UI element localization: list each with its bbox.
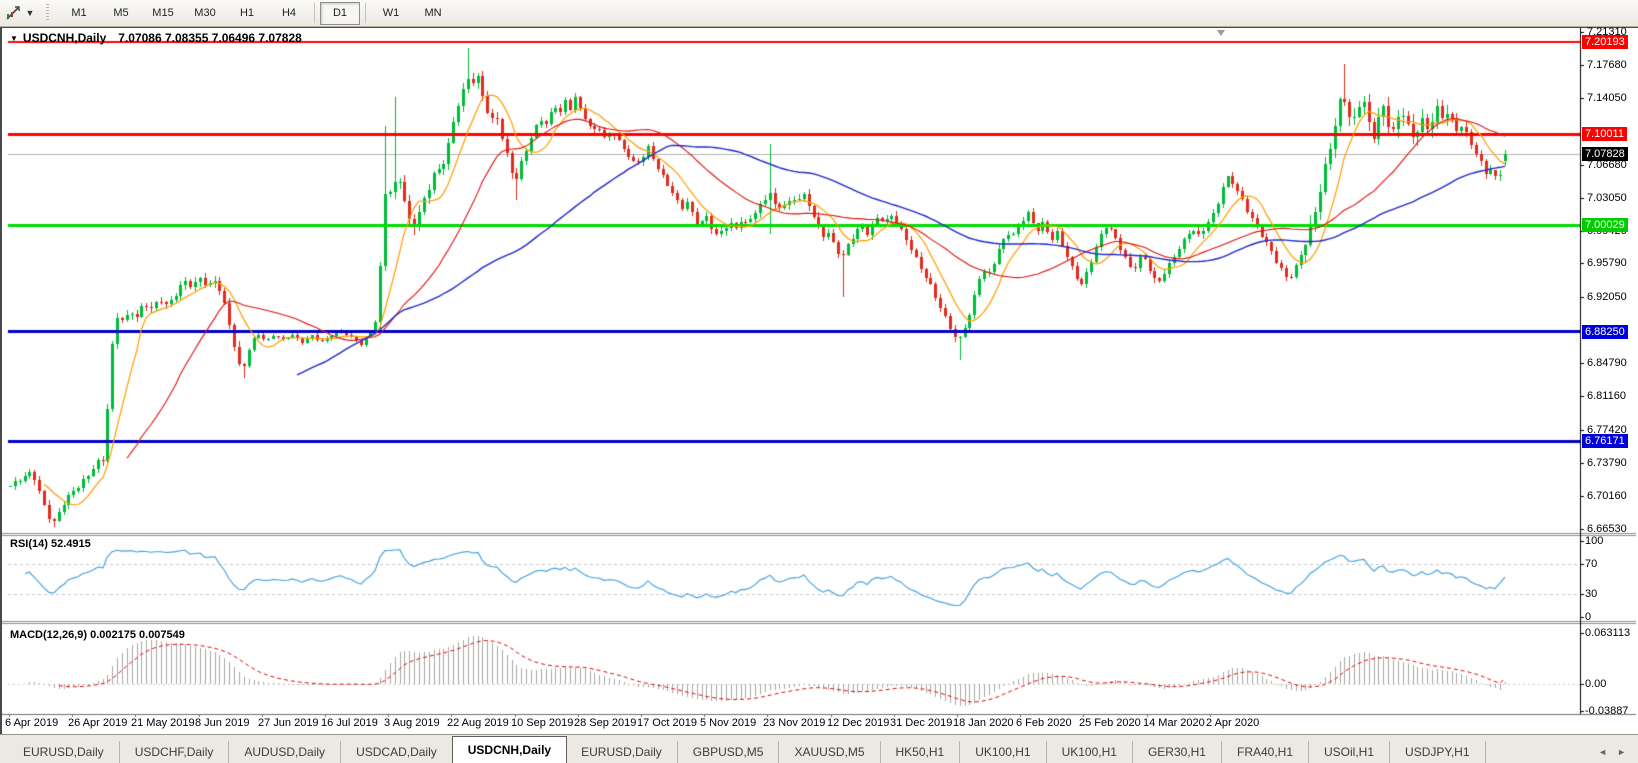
price-level-badge: 6.88250	[1582, 324, 1628, 339]
date-axis-label: 26 Apr 2019	[68, 717, 128, 729]
date-axis-label: 5 Nov 2019	[700, 717, 757, 729]
toolbar-separator	[314, 3, 315, 23]
date-axis-label: 31 Dec 2019	[890, 717, 953, 729]
price-axis-tick: 7.21310	[1587, 26, 1627, 38]
price-axis-tick: 6.92050	[1587, 291, 1627, 304]
price-level-badge: 7.10011	[1582, 127, 1627, 142]
timeframe-button-h4[interactable]: H4	[281, 7, 297, 19]
macd-axis-tick: -0.03887	[1585, 705, 1629, 717]
date-axis-label: 12 Dec 2019	[827, 717, 890, 729]
chart-title: ▼ USDCNH,Daily 7.07086 7.08355 7.06496 7.0…	[10, 31, 302, 45]
date-axis-label: 16 Jul 2019	[321, 717, 378, 729]
chart-tab-hk50-h1[interactable]: HK50,H1	[881, 741, 961, 763]
rsi-axis-tick: 70	[1585, 557, 1598, 570]
price-axis-tick: 7.06680	[1587, 158, 1627, 171]
chart-tab-usdchf-daily[interactable]: USDCHF,Daily	[120, 741, 230, 763]
price-axis-tick: 6.66530	[1587, 522, 1627, 535]
chart-symbol-label: USDCNH,Daily	[22, 31, 107, 45]
macd-axis-tick: 0.063113	[1585, 626, 1631, 639]
toolbar-grip-handle[interactable]	[46, 4, 49, 22]
date-axis-label: 17 Oct 2019	[637, 717, 697, 729]
macd-axis-tick: 0.00	[1585, 678, 1607, 690]
chart-tab-usdcnh-daily[interactable]: USDCNH,Daily	[451, 736, 568, 763]
date-axis-label: 25 Feb 2020	[1079, 717, 1141, 729]
date-axis-label: 18 Jan 2020	[953, 717, 1014, 729]
price-level-badge: 6.76171	[1582, 434, 1628, 449]
price-axis-tick: 6.84790	[1587, 357, 1627, 370]
timeframe-button-d1[interactable]: D1	[320, 1, 360, 25]
date-axis-label: 8 Jun 2019	[195, 717, 250, 729]
toolbar-separator	[365, 3, 366, 23]
chart-tab-uk100-h1[interactable]: UK100,H1	[960, 741, 1047, 763]
chart-tab-fra40-h1[interactable]: FRA40,H1	[1222, 741, 1310, 763]
chart-tab-uk100-h1[interactable]: UK100,H1	[1047, 741, 1133, 763]
date-axis-label: 23 Nov 2019	[763, 717, 826, 729]
tab-navigation: ◄ ►	[1598, 747, 1638, 763]
price-axis-tick: 6.70160	[1587, 489, 1627, 502]
date-axis-label: 14 Mar 2020	[1143, 717, 1205, 729]
chart-tab-eurusd-daily[interactable]: EURUSD,Daily	[8, 741, 120, 763]
date-axis-label: 2 Apr 2020	[1206, 717, 1260, 729]
price-axis-tick: 7.17680	[1587, 58, 1627, 71]
date-axis-label: 6 Apr 2019	[5, 717, 59, 729]
ohlc-values: 7.07086 7.08355 7.06496 7.07828	[118, 31, 302, 45]
tabs-scroll-left-button[interactable]: ◄	[1598, 747, 1608, 757]
chart-tab-usdcad-daily[interactable]: USDCAD,Daily	[341, 741, 453, 763]
timeframe-button-h1[interactable]: H1	[239, 7, 255, 19]
chart-tab-xauusd-m5[interactable]: XAUUSD,M5	[779, 741, 881, 763]
rsi-axis-tick: 0	[1585, 611, 1592, 623]
chart-tab-ger30-h1[interactable]: GER30,H1	[1133, 741, 1222, 763]
chart-tab-bar: EURUSD,Daily USDCHF,Daily AUDUSD,Daily USDC…	[0, 734, 1638, 763]
timeframe-button-group: M1 M5 M15 M30 H1 H4 D1 W1 MN	[58, 0, 454, 26]
chart-tab-audusd-daily[interactable]: AUDUSD,Daily	[229, 741, 342, 763]
chart-tab-gbpusd-m5[interactable]: GBPUSD,M5	[678, 741, 780, 763]
price-axis-tick: 7.03050	[1587, 191, 1627, 204]
timeframe-button-m5[interactable]: M5	[113, 7, 129, 19]
price-axis-tick: 6.81160	[1587, 390, 1626, 403]
chart-tab-usdjpy-h1[interactable]: USDJPY,H1	[1390, 741, 1486, 763]
date-axis-label: 28 Sep 2019	[574, 717, 637, 729]
timeframe-button-mn[interactable]: MN	[424, 7, 442, 19]
price-axis-tick: 6.77420	[1587, 424, 1627, 437]
timeframe-button-m30[interactable]: M30	[194, 7, 216, 19]
rsi-axis-tick: 100	[1585, 535, 1604, 547]
toolbar: ▼ M1 M5 M15 M30 H1 H4 D1 W1 MN	[0, 0, 1638, 27]
crosshair-tool-icon[interactable]	[2, 3, 24, 23]
price-axis-tick: 6.95790	[1587, 257, 1627, 270]
timeframe-button-w1[interactable]: W1	[382, 7, 400, 19]
date-axis-label: 27 Jun 2019	[258, 717, 319, 729]
date-axis-label: 3 Aug 2019	[384, 717, 440, 729]
date-axis-label: 22 Aug 2019	[447, 717, 509, 729]
date-axis-label: 21 May 2019	[131, 717, 195, 729]
tool-dropdown-caret-icon[interactable]: ▼	[25, 8, 35, 18]
price-level-badge: 7.07828	[1582, 147, 1628, 162]
tabs-scroll-right-button[interactable]: ►	[1617, 747, 1626, 757]
chart-window: ▼ USDCNH,Daily 7.07086 7.08355 7.06496 7.0…	[0, 26, 1638, 735]
price-axis-tick: 6.73790	[1587, 457, 1627, 469]
date-axis-label: 6 Feb 2020	[1016, 717, 1072, 729]
timeframe-button-m15[interactable]: M15	[152, 7, 174, 19]
macd-indicator-label: MACD(12,26,9) 0.002175 0.007549	[10, 629, 185, 641]
price-axis-tick: 7.14050	[1587, 91, 1627, 104]
price-level-badge: 7.00029	[1582, 218, 1628, 233]
rsi-indicator-label: RSI(14) 52.4915	[10, 538, 91, 550]
price-level-badge: 7.20193	[1582, 35, 1628, 50]
chart-shift-marker-icon	[1217, 30, 1225, 36]
date-axis-label: 10 Sep 2019	[511, 717, 574, 729]
rsi-axis-tick: 30	[1585, 588, 1598, 601]
chart-tab-usoil-h1[interactable]: USOil,H1	[1309, 741, 1391, 763]
symbol-dropdown-icon[interactable]: ▼	[10, 34, 18, 43]
chart-tab-eurusd-daily[interactable]: EURUSD,Daily	[566, 741, 678, 763]
price-chart-canvas[interactable]	[2, 28, 1636, 733]
timeframe-button-m1[interactable]: M1	[71, 7, 87, 19]
chart-tabs: EURUSD,Daily USDCHF,Daily AUDUSD,Daily USDC…	[8, 736, 1486, 763]
